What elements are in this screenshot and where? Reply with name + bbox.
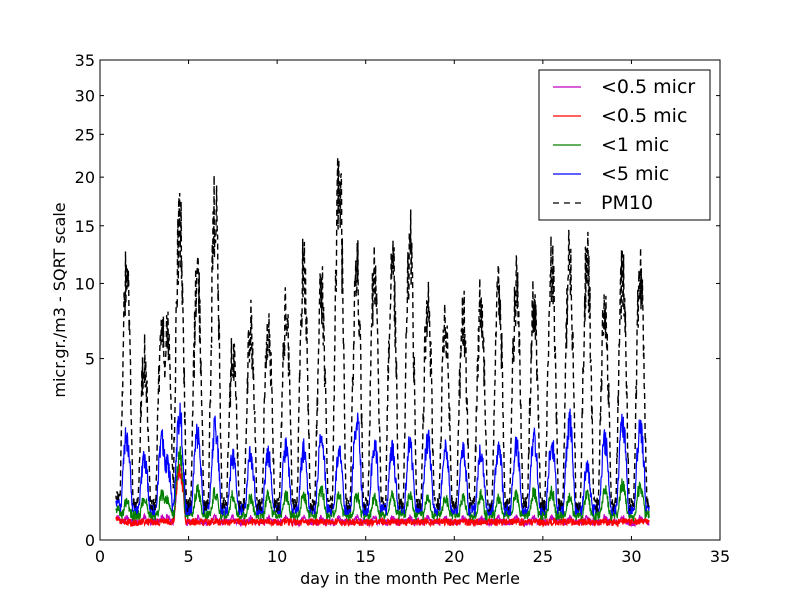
legend-label-series-4: <5 mic [601, 163, 669, 185]
series-layer [115, 156, 650, 529]
legend: <0.5 micr <0.5 mic <1 mic <5 mic PM10 [538, 69, 711, 221]
series-line-2 [115, 463, 650, 528]
x-tick-label: 30 [621, 547, 641, 566]
x-tick-label: 25 [533, 547, 553, 566]
legend-label-series-3: <1 mic [601, 134, 669, 156]
y-tick-label: 35 [75, 51, 95, 70]
plot-frame [99, 59, 721, 541]
legend-label-series-1: <0.5 micr [601, 76, 695, 98]
y-tick-label: 30 [75, 87, 95, 106]
series-line-5 [115, 156, 650, 514]
legend-label-series-5: PM10 [601, 192, 653, 214]
x-tick-label: 10 [267, 547, 287, 566]
y-tick-label: 15 [75, 217, 95, 236]
x-axis-label: day in the month Pec Merle [300, 569, 520, 588]
y-tick-label: 0 [85, 531, 95, 550]
y-tick-label: 10 [75, 274, 95, 293]
x-tick-label: 35 [710, 547, 730, 566]
legend-label-series-2: <0.5 mic [601, 105, 687, 127]
y-tick-label: 25 [75, 125, 95, 144]
x-tick-label: 0 [95, 547, 105, 566]
x-tick-label: 20 [444, 547, 464, 566]
y-tick-label: 5 [85, 350, 95, 369]
y-axis-label: micr.gr./m3 - SQRT scale [50, 202, 69, 397]
x-tick-label: 15 [356, 547, 376, 566]
y-tick-label: 20 [75, 168, 95, 187]
series-line-3 [115, 446, 650, 522]
tick-layer: 0 5 10 15 20 25 30 35 0 5 10 15 20 25 30 35 [75, 51, 731, 566]
x-tick-label: 5 [183, 547, 193, 566]
